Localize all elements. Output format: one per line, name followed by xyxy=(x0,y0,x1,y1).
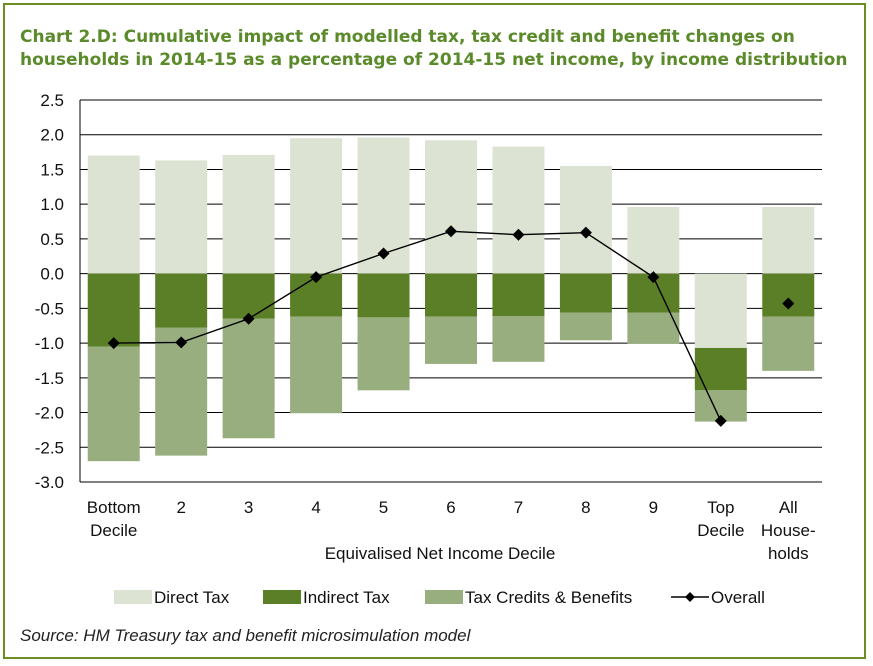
legend-overall-marker xyxy=(685,592,695,602)
bar-direct-tax xyxy=(155,160,208,274)
y-tick-label: -2.0 xyxy=(35,404,64,423)
x-tick-label: 5 xyxy=(379,498,388,517)
legend-label: Tax Credits & Benefits xyxy=(465,588,632,607)
y-tick-label: 2.0 xyxy=(40,126,64,145)
x-tick-label: holds xyxy=(768,544,809,563)
bar-indirect-tax xyxy=(87,273,140,347)
bar-direct-tax xyxy=(425,140,477,274)
overall-point xyxy=(445,225,457,238)
bar-tax-credits-benefits xyxy=(559,312,612,341)
bar-direct-tax xyxy=(762,206,815,274)
bar-indirect-tax xyxy=(357,273,410,318)
legend-swatch xyxy=(263,590,301,604)
x-tick-label: 3 xyxy=(244,498,253,517)
y-tick-label: 0.0 xyxy=(40,265,64,284)
y-tick-label: 2.5 xyxy=(40,91,64,110)
bars xyxy=(87,137,815,462)
bar-indirect-tax xyxy=(425,273,477,317)
bar-tax-credits-benefits xyxy=(492,316,545,362)
overall-line xyxy=(107,225,795,427)
x-tick-label: All xyxy=(779,498,798,517)
chart-title: Chart 2.D: Cumulative impact of modelled… xyxy=(20,26,860,72)
overall-point xyxy=(310,271,323,284)
overall-point xyxy=(647,271,660,284)
y-tick-label: -2.5 xyxy=(35,438,64,457)
bar-direct-tax xyxy=(290,138,343,274)
overall-point xyxy=(579,226,592,239)
y-tick-label: 1.0 xyxy=(40,195,64,214)
legend-swatch xyxy=(425,590,463,604)
bar-tax-credits-benefits xyxy=(222,318,275,439)
x-tick-label: 6 xyxy=(446,498,455,517)
bar-tax-credits-benefits xyxy=(425,316,477,364)
bar-direct-tax xyxy=(627,206,680,274)
y-axis: 2.5 2.0 1.5 1.0 0.5 0.0 -0.5 -1.0 -1.5 -2.0 -2.5 -3… xyxy=(35,91,81,492)
x-tick-label: 4 xyxy=(311,498,320,517)
x-tick-label: House- xyxy=(761,521,816,540)
overall-point xyxy=(107,337,120,350)
x-axis-label: Equivalised Net Income Decile xyxy=(325,544,556,563)
x-tick-label: Decile xyxy=(90,521,137,540)
x-tick-label: Bottom xyxy=(87,498,141,517)
bar-direct-tax xyxy=(87,155,140,274)
bar-indirect-tax xyxy=(559,273,612,313)
y-tick-label: -1.5 xyxy=(35,369,64,388)
bar-tax-credits-benefits xyxy=(87,346,140,462)
overall-line-path xyxy=(113,230,722,422)
bar-tax-credits-benefits xyxy=(155,327,208,456)
bar-indirect-tax xyxy=(492,273,545,317)
x-tick-label: 8 xyxy=(581,498,590,517)
bar-indirect-tax xyxy=(762,273,815,317)
y-tick-label: -3.0 xyxy=(35,473,64,492)
legend-label: Overall xyxy=(711,588,765,607)
x-tick-label: 2 xyxy=(176,498,185,517)
x-tick-label: Top xyxy=(707,498,734,517)
bar-direct-tax xyxy=(222,154,275,274)
bar-tax-credits-benefits xyxy=(627,312,680,344)
bar-indirect-tax xyxy=(694,347,747,391)
x-tick-label: 9 xyxy=(649,498,658,517)
bar-direct-tax xyxy=(559,165,612,274)
legend: Direct Tax Indirect Tax Tax Credits & Bene… xyxy=(114,588,765,607)
overall-point xyxy=(714,414,727,427)
x-tick-label: 7 xyxy=(514,498,523,517)
overall-point xyxy=(782,297,795,310)
overall-point xyxy=(242,312,255,325)
bar-indirect-tax xyxy=(222,273,275,319)
legend-swatch xyxy=(114,590,152,604)
bar-direct-tax xyxy=(492,146,545,274)
legend-label: Direct Tax xyxy=(154,588,230,607)
x-axis: Bottom Decile 2 3 4 5 6 7 8 9 Top Decile All House-ho… xyxy=(87,498,816,563)
chart-title-line-1: Chart 2.D: Cumulative impact of modelled… xyxy=(20,27,795,47)
y-tick-label: 0.5 xyxy=(40,230,64,249)
legend-label: Indirect Tax xyxy=(303,588,390,607)
x-tick-label: Decile xyxy=(697,521,744,540)
bar-tax-credits-benefits xyxy=(762,316,815,371)
chart-title-line-2: households in 2014-15 as a percentage of… xyxy=(20,50,848,70)
y-tick-label: -0.5 xyxy=(35,299,64,318)
bar-indirect-tax xyxy=(155,273,208,328)
bar-tax-credits-benefits xyxy=(357,317,410,391)
overall-point xyxy=(175,336,188,349)
overall-point xyxy=(377,247,390,260)
bar-direct-tax xyxy=(694,273,747,348)
overall-point xyxy=(512,228,525,241)
y-tick-label: -1.0 xyxy=(35,334,64,353)
source-note: Source: HM Treasury tax and benefit micr… xyxy=(20,626,471,645)
bar-tax-credits-benefits xyxy=(290,316,343,414)
y-tick-label: 1.5 xyxy=(40,160,64,179)
